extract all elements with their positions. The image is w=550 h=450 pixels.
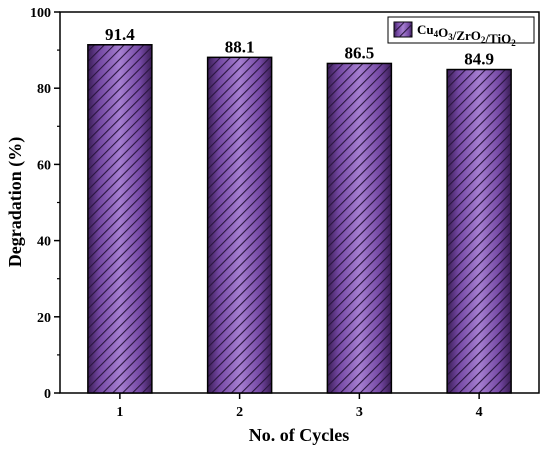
x-axis: 1 2 3 4 xyxy=(116,393,483,420)
x-tick-label: 1 xyxy=(116,405,123,420)
y-tick-label: 20 xyxy=(37,311,51,326)
bar-hatch xyxy=(446,68,512,394)
y-tick-label: 0 xyxy=(44,387,51,402)
legend-swatch-hatch xyxy=(394,22,412,37)
x-tick-label: 2 xyxy=(236,405,243,420)
data-label: 88.1 xyxy=(225,37,255,56)
data-label: 91.4 xyxy=(105,25,135,44)
y-tick-label: 40 xyxy=(37,235,51,250)
legend-label: Cu4O3/ZrO2/TiO2 xyxy=(417,22,516,48)
y-tick-label: 80 xyxy=(37,82,51,97)
bar-hatch xyxy=(87,44,153,394)
x-axis-title: No. of Cycles xyxy=(249,425,349,445)
bar-hatch xyxy=(206,56,273,394)
y-axis: 0 20 40 60 80 100 xyxy=(30,6,60,402)
data-label: 86.5 xyxy=(345,43,375,62)
y-tick-label: 100 xyxy=(30,6,51,21)
y-axis-title: Degradation (%) xyxy=(5,137,26,267)
x-tick-label: 4 xyxy=(476,405,483,420)
y-tick-label: 60 xyxy=(37,158,51,173)
bars-layer: 91.4 88.1 86.5 84.9 xyxy=(87,25,512,394)
bar-hatch xyxy=(326,62,393,394)
legend: Cu4O3/ZrO2/TiO2 xyxy=(387,16,535,48)
x-tick-label: 3 xyxy=(356,405,363,420)
data-label: 84.9 xyxy=(464,50,494,69)
